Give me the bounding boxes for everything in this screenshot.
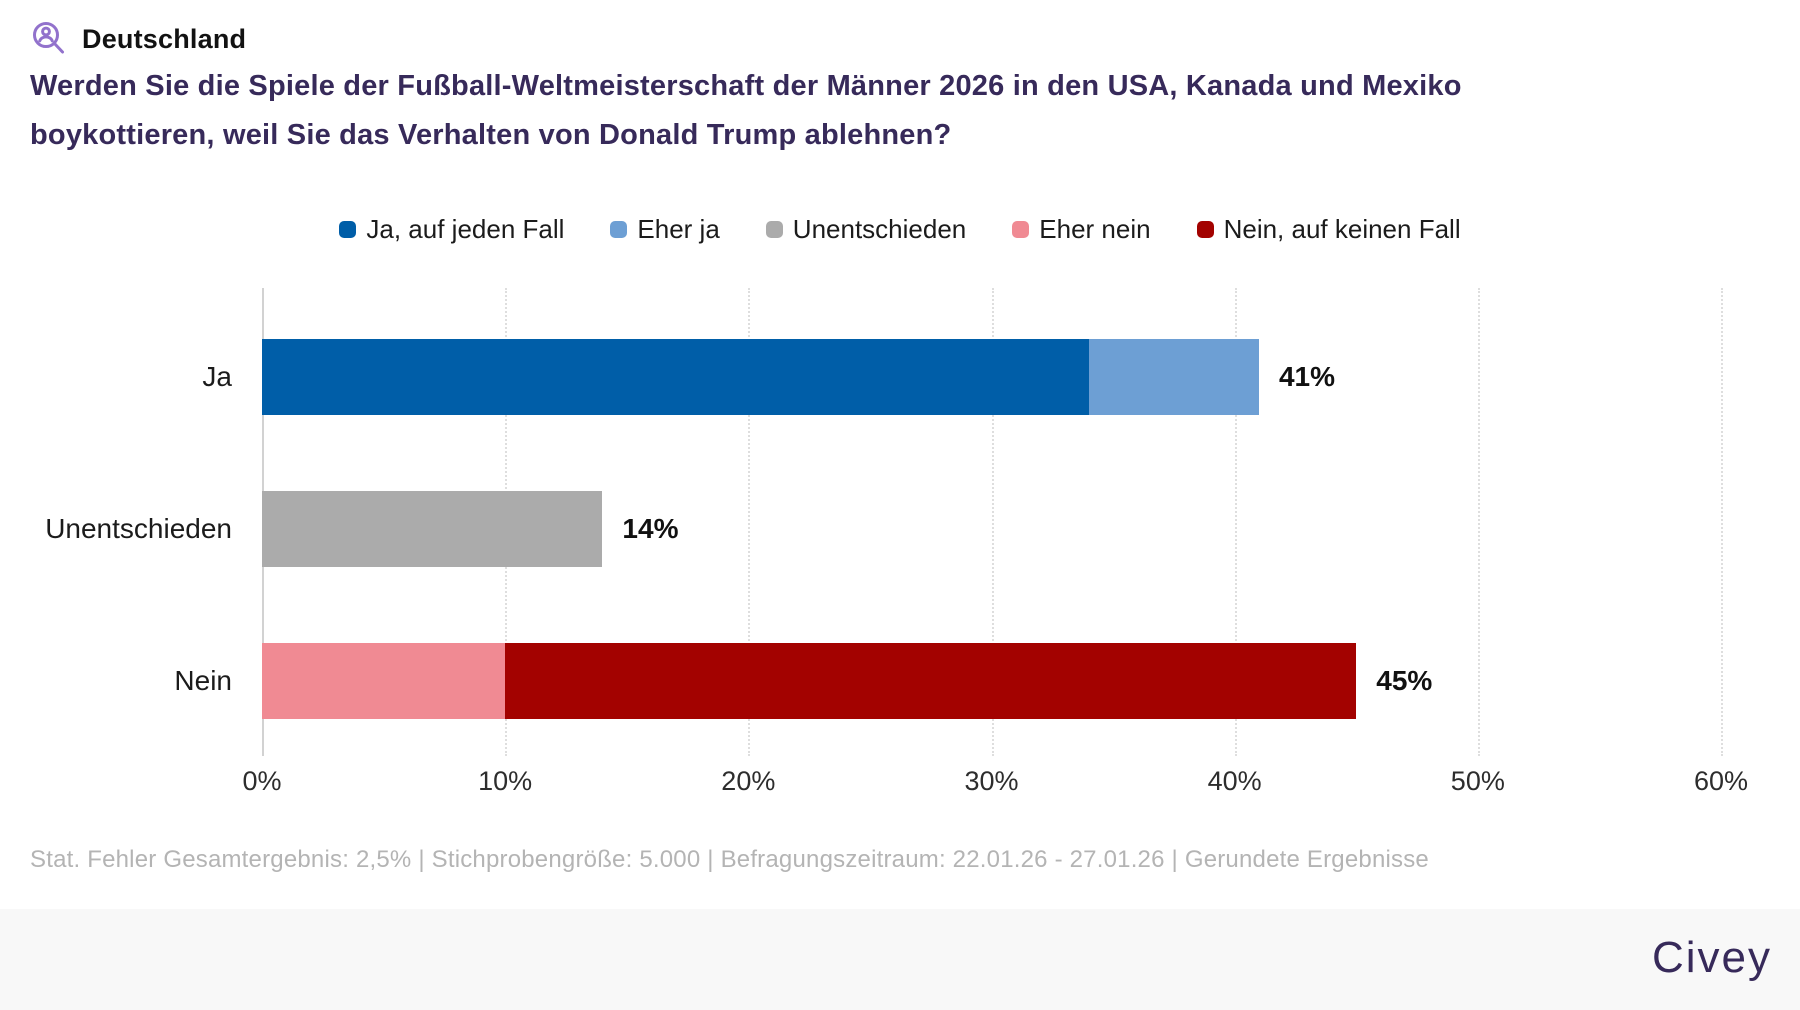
bar-value-label: 41% xyxy=(1278,361,1336,392)
bar-row-ja: 41% xyxy=(262,339,1721,415)
bar-segment-ja-auf-jeden-fall xyxy=(262,339,1089,415)
legend-item-ja-auf-jeden-fall: Ja, auf jeden Fall xyxy=(339,214,564,245)
legend-label: Eher nein xyxy=(1039,214,1151,244)
x-tick-label: 30% xyxy=(964,766,1019,796)
gridline xyxy=(991,288,994,756)
x-tick-label: 0% xyxy=(242,766,282,796)
bar-row-unentschieden: 14% xyxy=(262,491,1721,567)
x-axis-tick-labels: 0% 10% 20% 30% 40% 50% 60% xyxy=(242,766,1748,800)
legend-label: Ja, auf jeden Fall xyxy=(366,214,565,244)
legend-item-unentschieden: Unentschieden xyxy=(765,214,967,245)
plot-area: 41% 14% 45% xyxy=(262,288,1723,756)
x-tick-label: 60% xyxy=(1693,766,1749,796)
gridline xyxy=(1477,288,1480,756)
legend: Ja, auf jeden Fall Eher ja Unentschieden Eh… xyxy=(0,214,1800,245)
gridline xyxy=(1234,288,1237,756)
gridline xyxy=(1721,288,1723,756)
bar-value-label: 14% xyxy=(622,513,679,544)
x-tick-label: 40% xyxy=(1207,766,1262,796)
legend-marker-icon xyxy=(765,221,783,238)
person-search-icon xyxy=(30,20,68,58)
legend-marker-icon xyxy=(1012,221,1030,238)
gridline xyxy=(748,288,751,756)
legend-marker-icon xyxy=(1196,221,1214,238)
bar-segment-unentschieden xyxy=(262,491,603,567)
category-label-unentschieden: Unentschieden xyxy=(45,513,232,544)
x-tick-label: 10% xyxy=(478,766,533,796)
category-label-ja: Ja xyxy=(202,361,232,392)
bar-row-nein: 45% xyxy=(262,643,1721,719)
header: Deutschland xyxy=(30,20,246,58)
legend-label: Unentschieden xyxy=(792,214,967,244)
bar-segment-eher-nein xyxy=(262,643,506,719)
region-label: Deutschland xyxy=(82,23,247,54)
bar-segment-eher-ja xyxy=(1088,339,1259,415)
bar-segment-nein-auf-keinen-fall xyxy=(505,643,1357,719)
civey-logo: Civey xyxy=(1651,933,1772,982)
category-label-nein: Nein xyxy=(174,665,232,696)
stats-footnote: Stat. Fehler Gesamtergebnis: 2,5% | Stic… xyxy=(30,846,1429,873)
legend-label: Nein, auf keinen Fall xyxy=(1223,214,1461,244)
legend-item-nein-auf-keinen-fall: Nein, auf keinen Fall xyxy=(1196,214,1461,245)
legend-marker-icon xyxy=(339,221,357,238)
x-tick-label: 20% xyxy=(721,766,776,796)
question-title: Werden Sie die Spiele der Fußball-Weltme… xyxy=(30,70,1462,151)
legend-marker-icon xyxy=(610,221,628,238)
legend-item-eher-ja: Eher ja xyxy=(610,214,720,245)
legend-item-eher-nein: Eher nein xyxy=(1012,214,1151,245)
bar-value-label: 45% xyxy=(1376,665,1433,696)
brand-bar: Civey xyxy=(0,909,1800,1010)
x-tick-label: 50% xyxy=(1450,766,1505,796)
legend-label: Eher ja xyxy=(637,214,720,244)
